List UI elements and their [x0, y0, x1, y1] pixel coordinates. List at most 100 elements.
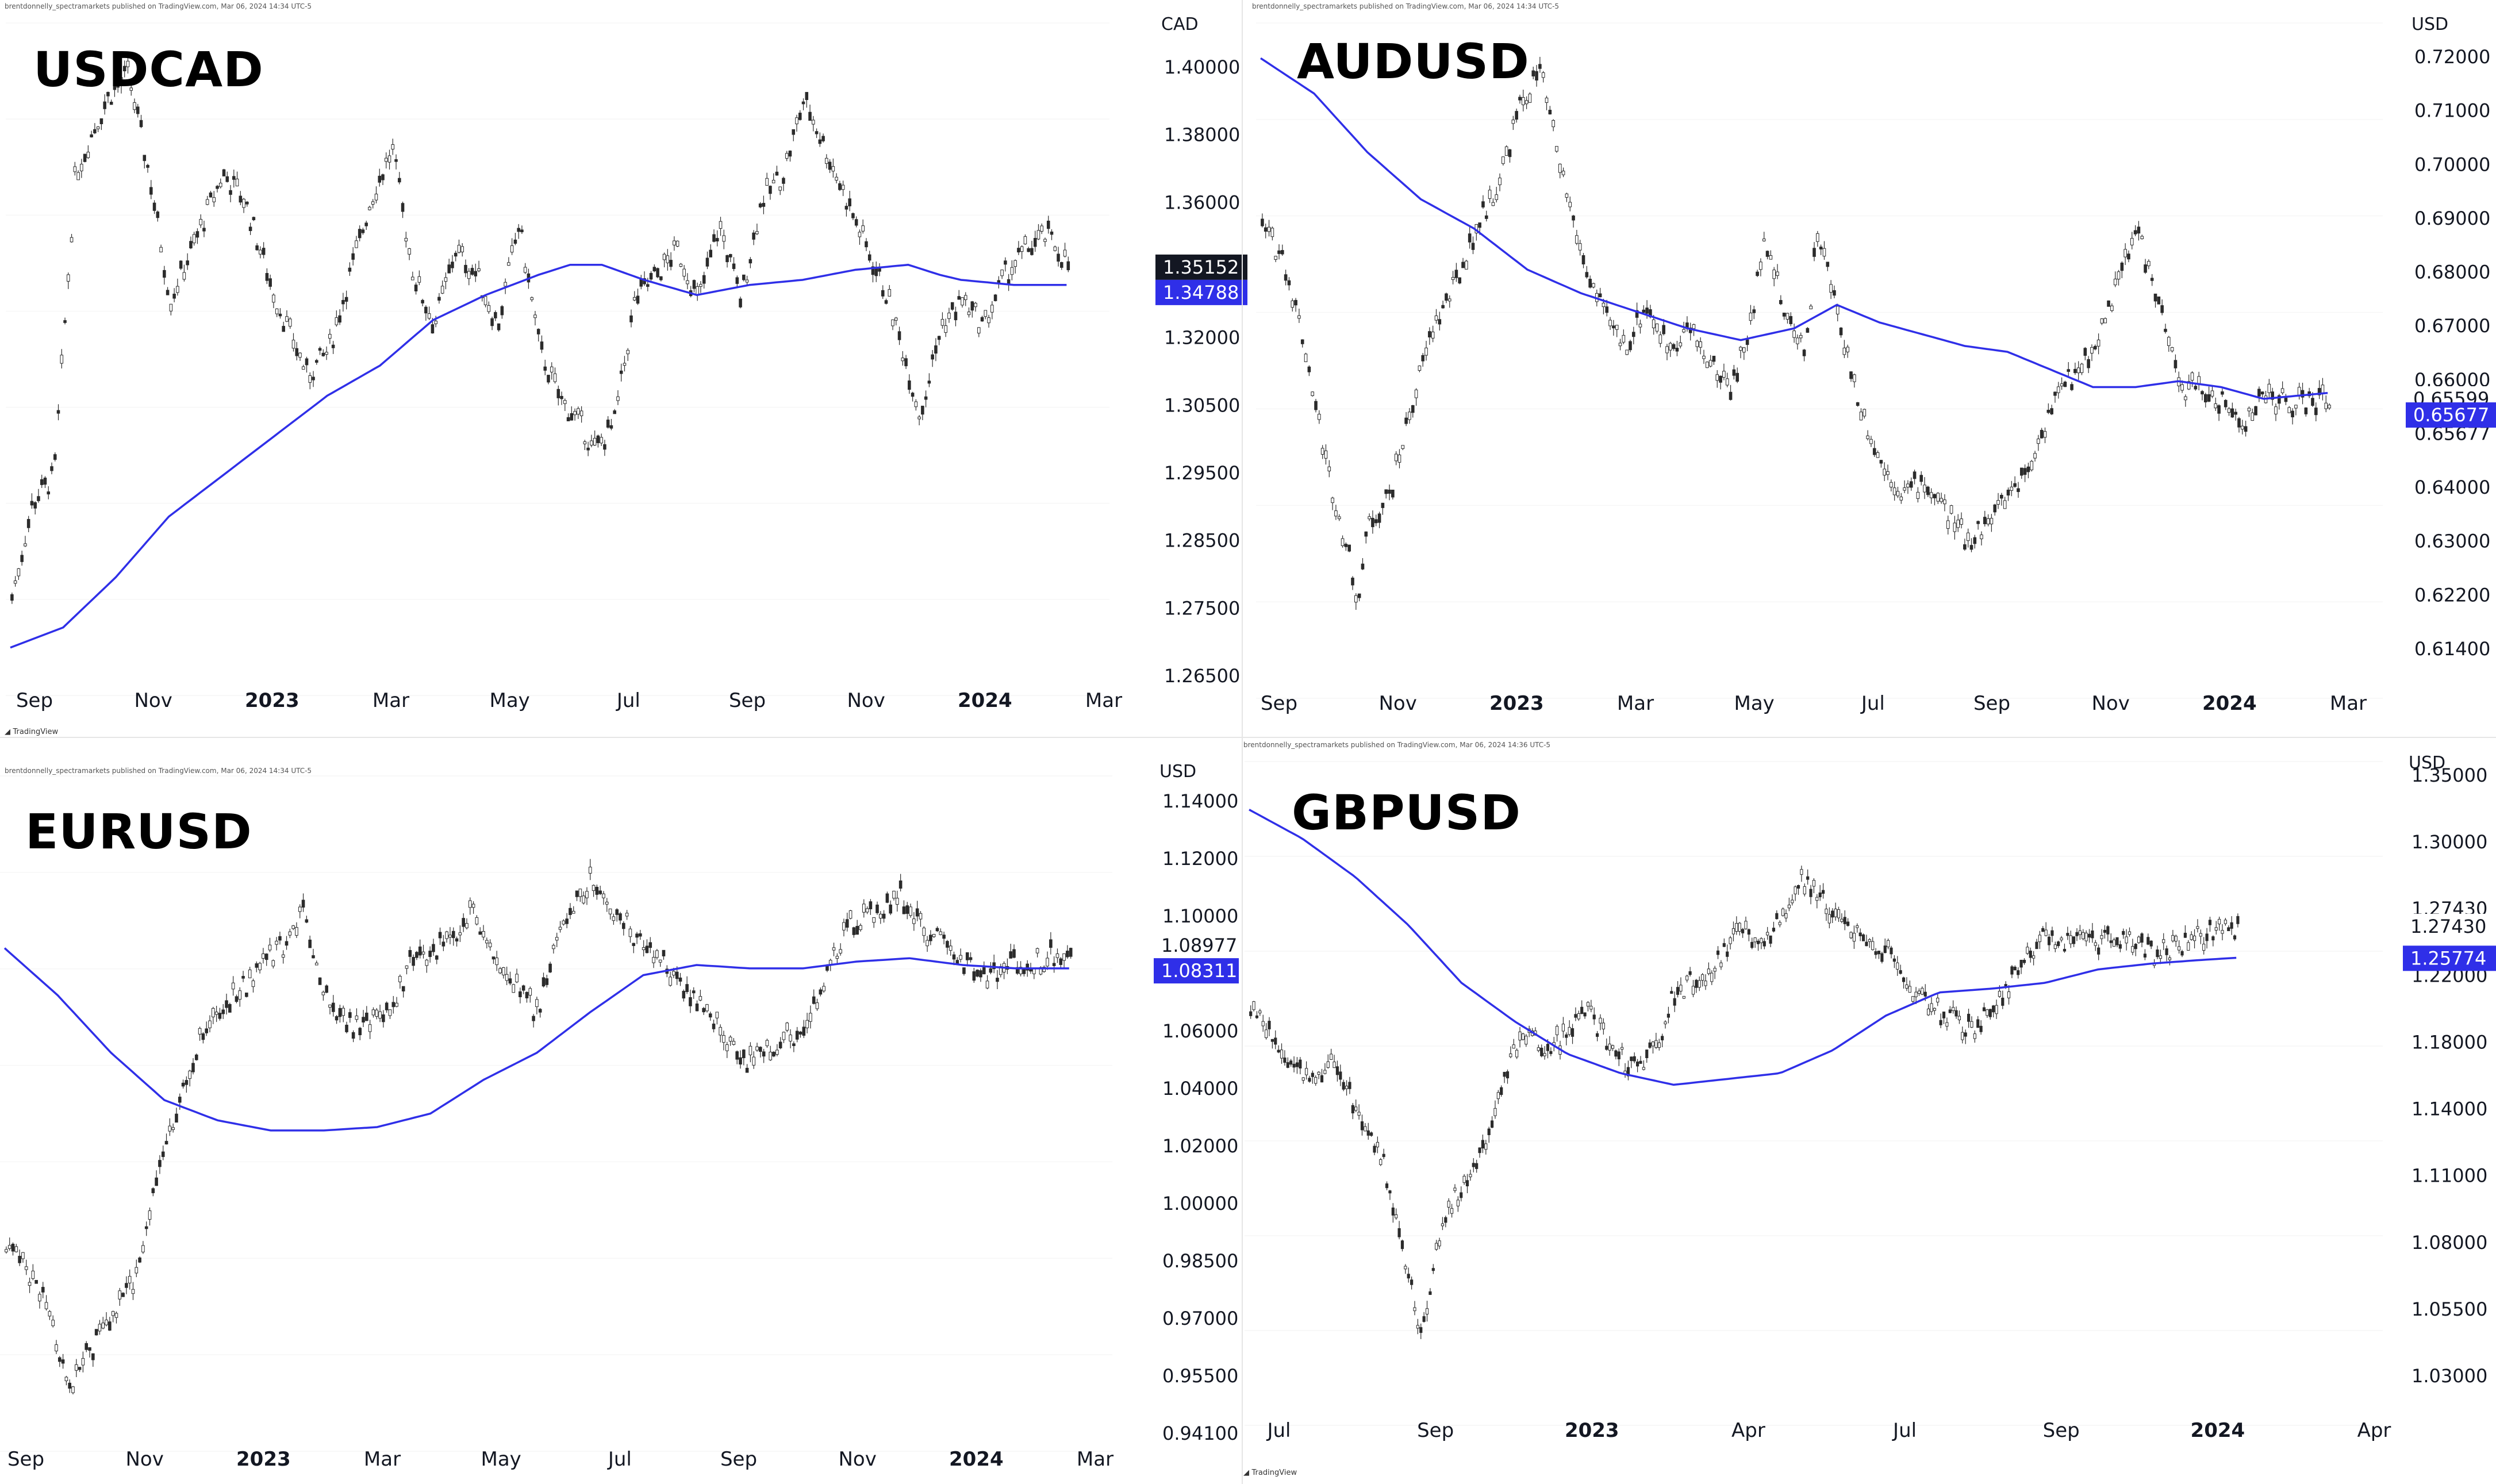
- candle-body: [125, 1283, 128, 1288]
- candle-body: [915, 908, 919, 917]
- candle-body: [368, 206, 371, 210]
- candle-body: [771, 180, 775, 183]
- candle-body: [1654, 1040, 1658, 1048]
- candle-body: [566, 417, 570, 421]
- x-tick-label: 2023: [1489, 692, 1544, 715]
- candle-body: [2010, 966, 2014, 975]
- x-tick-label: Mar: [2330, 692, 2367, 715]
- candle-body: [728, 1036, 732, 1042]
- candle-body: [418, 946, 422, 956]
- candle-body: [571, 910, 575, 914]
- candle-body: [2230, 922, 2233, 929]
- candle-body: [1588, 279, 1592, 288]
- candle-body: [521, 985, 525, 991]
- candle-body: [1570, 1028, 1575, 1037]
- candle-body: [229, 190, 232, 195]
- candle-body: [375, 1009, 379, 1017]
- candle-body: [540, 341, 544, 350]
- candle-body: [2076, 367, 2080, 374]
- candle-body: [2096, 339, 2101, 347]
- candle-body: [1679, 342, 1683, 347]
- candle-body: [695, 1004, 699, 1012]
- candle-body: [932, 934, 936, 937]
- candle-body: [344, 297, 348, 302]
- candle-body: [2236, 916, 2240, 924]
- y-tick-label: 1.03000: [2411, 1365, 2487, 1387]
- candle-body: [1424, 347, 1428, 356]
- x-tick-label: Jul: [1266, 1419, 1291, 1442]
- candle-body: [2100, 935, 2103, 939]
- candle-body: [929, 935, 932, 941]
- candle-body: [1490, 1120, 1494, 1128]
- candle-body: [1602, 1022, 1605, 1029]
- candle-body: [699, 284, 702, 287]
- candle-body: [1638, 324, 1642, 328]
- candle-body: [2224, 399, 2228, 407]
- candle-body: [1258, 1010, 1262, 1014]
- candle-body: [1488, 190, 1492, 199]
- candle-body: [259, 249, 262, 255]
- candle-body: [1826, 262, 1830, 267]
- candle-body: [884, 300, 888, 304]
- candle-body: [2091, 930, 2094, 939]
- candle-body: [970, 301, 974, 311]
- candle-body: [151, 1188, 155, 1193]
- candle-body: [1506, 1071, 1510, 1079]
- candle-body: [1548, 110, 1552, 115]
- candle-body: [715, 238, 719, 242]
- candle-body: [2174, 360, 2178, 368]
- candle-body: [2190, 934, 2193, 940]
- candle-body: [1307, 366, 1311, 372]
- candle-body: [1388, 1190, 1392, 1194]
- candle-body: [815, 1002, 819, 1009]
- candle-body: [2251, 412, 2255, 421]
- candle-body: [2013, 967, 2017, 971]
- candle-body: [778, 1041, 782, 1048]
- candle-body: [1973, 537, 1977, 544]
- candle-body: [1926, 486, 1930, 495]
- currency-label: USD: [2411, 14, 2448, 34]
- y-tick-label: 1.28500: [1164, 530, 1240, 552]
- candle-body: [2067, 369, 2071, 372]
- candle-body: [1447, 298, 1451, 302]
- candle-body: [1707, 968, 1710, 974]
- x-tick-label: Jul: [1892, 1419, 1917, 1442]
- candle-body: [709, 249, 713, 257]
- candle-body: [984, 310, 988, 317]
- candle-body: [1988, 1009, 1992, 1017]
- tradingview-footer-logo: ◢ TradingView: [1243, 1468, 1297, 1477]
- candle-body: [758, 203, 762, 207]
- candle-body: [1791, 899, 1794, 904]
- candle-body: [1914, 991, 1918, 997]
- candle-body: [305, 358, 309, 366]
- candle-body: [2233, 935, 2237, 940]
- candle-body: [573, 411, 577, 416]
- candle-body: [1923, 991, 1927, 997]
- candle-body: [775, 1049, 779, 1055]
- candle-body: [1374, 519, 1378, 524]
- candle-body: [1933, 494, 1937, 498]
- candle-body: [1370, 1132, 1373, 1136]
- x-tick-label: Sep: [2043, 1419, 2080, 1442]
- chart-panel-gbpusd: brentdonnelly_spectramarkets published o…: [1239, 739, 2496, 1484]
- candle-body: [560, 395, 563, 399]
- candle-body: [1699, 341, 1702, 348]
- candle-body: [169, 303, 173, 312]
- candle-body: [762, 1051, 766, 1057]
- candle-body: [248, 226, 252, 231]
- candle-body: [662, 253, 666, 260]
- candle-body: [232, 176, 236, 180]
- candle-body: [613, 410, 616, 414]
- candle-body: [1608, 320, 1612, 326]
- candle-body: [264, 954, 268, 960]
- candle-body: [679, 263, 683, 267]
- candle-body: [2010, 486, 2014, 491]
- candle-body: [245, 201, 249, 205]
- candle-body: [198, 1028, 202, 1035]
- candle-body: [512, 984, 516, 993]
- candle-body: [1645, 1049, 1649, 1059]
- candle-body: [2100, 318, 2104, 324]
- candle-body: [2107, 300, 2110, 307]
- y-tick-label: 1.12000: [1162, 848, 1238, 870]
- candle-body: [71, 1386, 75, 1393]
